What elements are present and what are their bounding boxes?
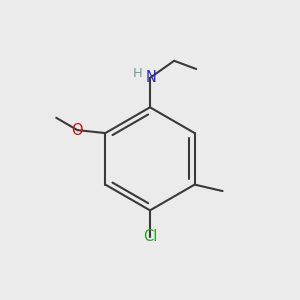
Text: O: O [72,123,83,138]
Text: Cl: Cl [143,230,157,244]
Text: H: H [133,67,142,80]
Text: N: N [146,70,157,86]
